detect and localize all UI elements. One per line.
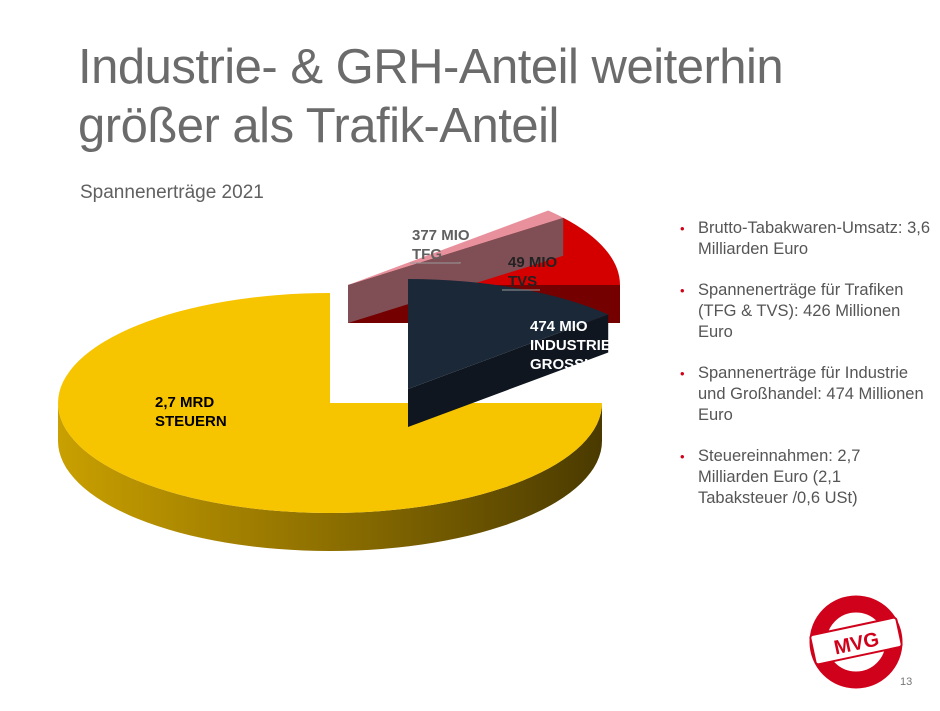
pie-slice-steuern xyxy=(58,293,602,551)
slide-title-line-1: Industrie- & GRH-Anteil weiterhin xyxy=(78,40,784,94)
pie-slices xyxy=(58,210,620,551)
bullet-dot-icon: • xyxy=(680,283,685,298)
bullet-item: • Spannenerträge für Trafiken (TFG & TVS)… xyxy=(680,281,904,341)
slide-title: Industrie- & GRH-Anteil weiterhin größer… xyxy=(78,38,838,156)
bullet-list: • Brutto-Tabakwaren-Umsatz: 3,6 Milliarde… xyxy=(680,218,930,529)
data-label-tvs: 49 MIO TVS xyxy=(508,254,558,290)
bullet-dot-icon: • xyxy=(680,221,685,236)
mvg-logo: MVG xyxy=(809,595,903,689)
data-label-tfg: 377 MIO TFG xyxy=(412,227,470,263)
data-label-steuern: 2,7 MRD STEUERN xyxy=(155,394,227,430)
data-label-industrie-grosshandel: 474 MIO INDUSTRIE & GROSSHANDEL xyxy=(530,318,647,373)
leader-line xyxy=(410,262,461,264)
slide-subtitle: Spannenerträge 2021 xyxy=(80,182,264,203)
pie-slice-tvs xyxy=(348,210,564,323)
page-number: 13 xyxy=(900,676,913,688)
pie-slice-industrie-grosshandel xyxy=(408,279,609,427)
bullet-dot-icon: • xyxy=(680,449,685,464)
bullet-item: • Brutto-Tabakwaren-Umsatz: 3,6 Milliarde… xyxy=(680,219,931,258)
bullet-item: • Spannenerträge für Industrie und Großha… xyxy=(680,364,924,424)
bullet-dot-icon: • xyxy=(680,366,685,381)
slide-title-line-2: größer als Trafik-Anteil xyxy=(78,99,559,153)
bullet-item: • Steuereinnahmen: 2,7 Milliarden Euro (2… xyxy=(680,447,861,507)
pie-labels: 2,7 MRD STEUERN 377 MIO TFG 49 MIO TVS 474 MIO… xyxy=(155,227,647,430)
